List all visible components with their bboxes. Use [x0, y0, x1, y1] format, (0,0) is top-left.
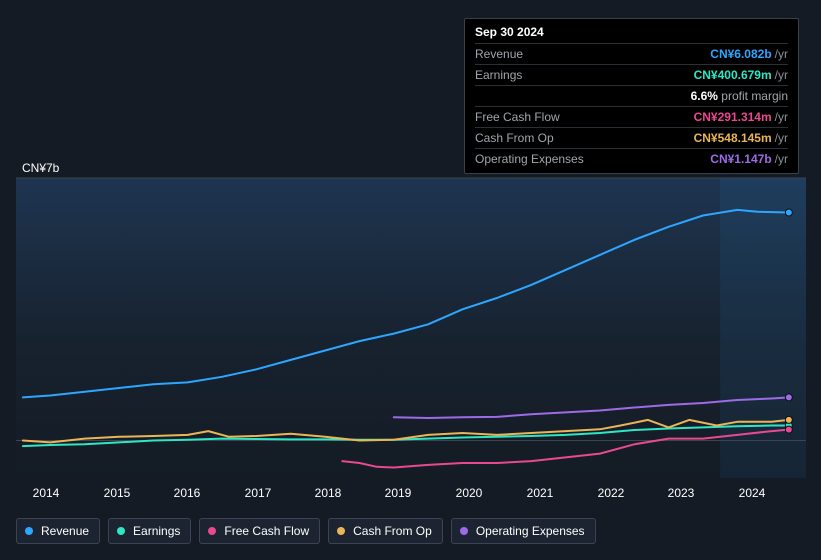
legend-dot	[117, 527, 125, 535]
x-tick-label: 2020	[449, 486, 489, 500]
legend-item-cash-from-op[interactable]: Cash From Op	[328, 518, 443, 544]
series-end-marker	[785, 394, 792, 401]
x-tick-label: 2018	[308, 486, 348, 500]
x-tick-label: 2021	[520, 486, 560, 500]
tooltip-row: Cash From Op CN¥548.145m/yr	[475, 127, 788, 148]
tooltip-row: Operating Expenses CN¥1.147b/yr	[475, 148, 788, 169]
legend-dot	[460, 527, 468, 535]
legend-label: Free Cash Flow	[224, 524, 309, 538]
legend: Revenue Earnings Free Cash Flow Cash From O…	[16, 518, 596, 544]
tooltip-label: Cash From Op	[475, 131, 595, 145]
tooltip-subrow: 6.6% profit margin	[475, 85, 788, 106]
x-tick-label: 2022	[591, 486, 631, 500]
legend-label: Earnings	[133, 524, 180, 538]
legend-label: Operating Expenses	[476, 524, 585, 538]
x-tick-label: 2024	[732, 486, 772, 500]
legend-label: Revenue	[41, 524, 89, 538]
x-tick-label: 2015	[97, 486, 137, 500]
tooltip-value: CN¥548.145m/yr	[694, 131, 788, 145]
series-end-marker	[785, 416, 792, 423]
data-tooltip: Sep 30 2024 Revenue CN¥6.082b/yr Earnings CN…	[464, 18, 799, 174]
tooltip-value: CN¥291.314m/yr	[694, 110, 788, 124]
tooltip-value: CN¥400.679m/yr	[694, 68, 788, 82]
tooltip-row: Earnings CN¥400.679m/yr	[475, 64, 788, 85]
x-tick-label: 2014	[26, 486, 66, 500]
legend-label: Cash From Op	[353, 524, 432, 538]
x-tick-label: 2023	[661, 486, 701, 500]
chart	[16, 178, 806, 478]
tooltip-row: Free Cash Flow CN¥291.314m/yr	[475, 106, 788, 127]
tooltip-value: CN¥6.082b/yr	[710, 47, 788, 61]
y-tick-label: CN¥7b	[22, 161, 59, 175]
tooltip-label: Free Cash Flow	[475, 110, 595, 124]
x-tick-label: 2019	[378, 486, 418, 500]
legend-item-free-cash-flow[interactable]: Free Cash Flow	[199, 518, 320, 544]
tooltip-value: CN¥1.147b/yr	[710, 152, 788, 166]
series-end-marker	[785, 209, 792, 216]
tooltip-label: Revenue	[475, 47, 595, 61]
legend-item-earnings[interactable]: Earnings	[108, 518, 191, 544]
x-tick-label: 2016	[167, 486, 207, 500]
legend-dot	[337, 527, 345, 535]
tooltip-row: Revenue CN¥6.082b/yr	[475, 43, 788, 64]
x-tick-label: 2017	[238, 486, 278, 500]
legend-item-revenue[interactable]: Revenue	[16, 518, 100, 544]
legend-dot	[25, 527, 33, 535]
legend-item-operating-expenses[interactable]: Operating Expenses	[451, 518, 596, 544]
legend-dot	[208, 527, 216, 535]
series-end-marker	[785, 426, 792, 433]
tooltip-label: Earnings	[475, 68, 595, 82]
tooltip-label: Operating Expenses	[475, 152, 595, 166]
tooltip-date: Sep 30 2024	[475, 25, 788, 43]
